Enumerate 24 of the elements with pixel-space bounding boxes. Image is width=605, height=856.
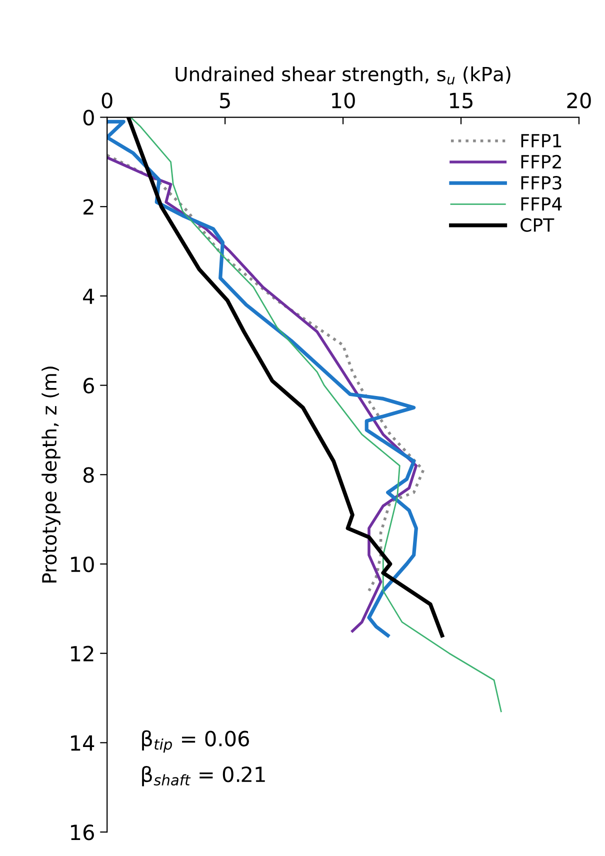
x-tick-label: 0 — [102, 92, 112, 108]
legend-label: FFP4 — [521, 197, 562, 210]
x-tick-label: 15 — [450, 92, 472, 108]
legend-label: FFP1 — [521, 134, 562, 148]
y-tick-label: 2 — [84, 199, 94, 215]
legend-label: CPT — [520, 218, 554, 232]
y-tick-label: 12 — [71, 646, 94, 662]
y-axis-title: Prototype depth, z (m) — [42, 366, 60, 582]
line-series — [130, 117, 502, 712]
x-tick-label: 5 — [220, 92, 230, 108]
annotation: β$_{tip}$ = 0.06 — [142, 730, 249, 753]
y-tick-label: 6 — [83, 378, 94, 394]
legend-label: FFP2 — [521, 154, 561, 168]
x-axis-title: Undrained shear strength, s$_{u}$ (kPa) — [176, 66, 510, 86]
y-tick-label: 10 — [71, 556, 94, 572]
legend-label: FFP3 — [521, 176, 562, 190]
y-tick-label: 8 — [83, 467, 94, 483]
y-tick-label: 14 — [71, 735, 94, 751]
y-tick-label: 0 — [83, 110, 94, 126]
y-tick-label: 16 — [71, 824, 94, 840]
x-tick-label: 20 — [567, 92, 591, 108]
annotation: β$_{shaft}$ = 0.21 — [142, 766, 265, 786]
x-tick-label: 10 — [332, 92, 355, 108]
y-tick-label: 4 — [83, 288, 94, 304]
